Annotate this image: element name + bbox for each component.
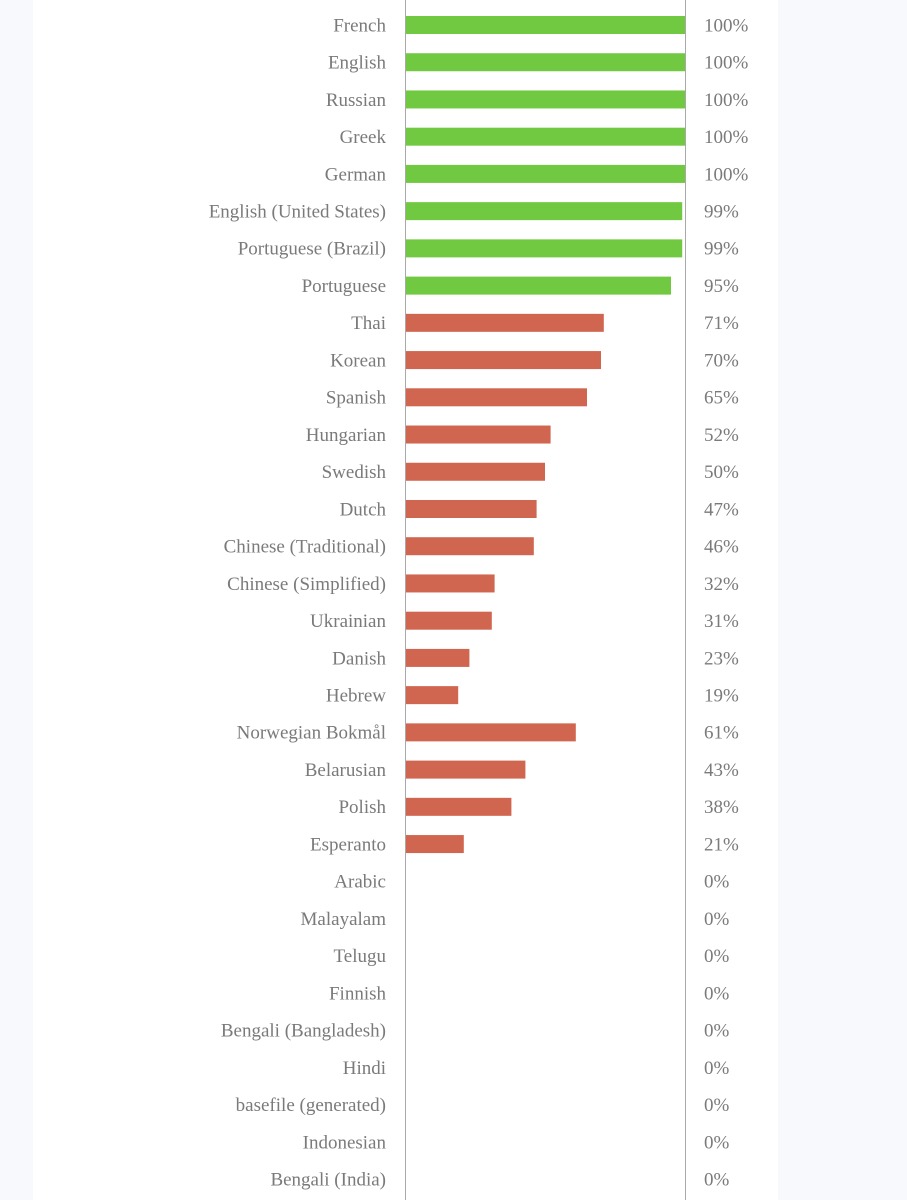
category-label: Greek	[340, 127, 387, 148]
value-label: 70%	[704, 350, 739, 371]
bar	[405, 202, 683, 221]
value-label: 0%	[704, 872, 730, 893]
value-label: 0%	[704, 1095, 730, 1116]
value-label: 0%	[704, 946, 730, 967]
bar	[405, 835, 464, 854]
bar	[405, 537, 534, 556]
category-label: Belarusian	[305, 760, 387, 781]
value-label: 95%	[704, 276, 739, 297]
value-label: 0%	[704, 1021, 730, 1042]
chart-canvas: French English Russian Greek German English (…	[33, 0, 778, 1200]
category-label: Hungarian	[306, 425, 387, 446]
value-label: 19%	[704, 685, 739, 706]
category-label: Indonesian	[303, 1132, 387, 1153]
bar	[405, 53, 685, 72]
bar	[405, 797, 512, 816]
bar	[405, 499, 537, 518]
value-label: 100%	[704, 53, 749, 74]
bar	[405, 723, 576, 742]
category-label: Hebrew	[326, 685, 386, 706]
value-label: 71%	[704, 313, 739, 334]
category-label: Arabic	[334, 872, 386, 893]
category-label: Portuguese (Brazil)	[238, 239, 386, 260]
category-label: Telugu	[334, 946, 387, 967]
category-label: Hindi	[343, 1058, 386, 1079]
category-label: German	[325, 164, 387, 185]
value-label: 65%	[704, 388, 739, 409]
category-label: Esperanto	[310, 834, 386, 855]
category-label: Finnish	[329, 983, 387, 1004]
bar	[405, 611, 492, 630]
category-label: Norwegian Bokmål	[237, 723, 386, 744]
value-label: 61%	[704, 723, 739, 744]
value-label: 100%	[704, 164, 749, 185]
category-label: Polish	[338, 797, 386, 818]
bar	[405, 351, 601, 370]
value-labels-group: 100% 100% 100% 100% 100% 99% 99% 95% 71% 70% 65% 52…	[704, 15, 749, 1190]
category-label: French	[333, 15, 386, 36]
bar	[405, 239, 683, 258]
category-label: Danish	[332, 648, 386, 669]
category-label: Korean	[330, 350, 386, 371]
value-label: 0%	[704, 909, 730, 930]
category-label: Bengali (India)	[270, 1169, 386, 1190]
bar	[405, 686, 459, 705]
value-label: 99%	[704, 202, 739, 223]
value-label: 47%	[704, 499, 739, 520]
value-label: 23%	[704, 648, 739, 669]
value-label: 100%	[704, 15, 749, 36]
value-label: 21%	[704, 834, 739, 855]
value-label: 0%	[704, 1169, 730, 1190]
value-label: 99%	[704, 239, 739, 260]
value-label: 52%	[704, 425, 739, 446]
category-label: English (United States)	[209, 202, 386, 223]
bars-group	[405, 16, 685, 854]
category-label: Russian	[326, 90, 387, 111]
bar	[405, 425, 551, 444]
bar	[405, 388, 587, 407]
bar	[405, 648, 470, 667]
translation-progress-chart: French English Russian Greek German English (…	[209, 0, 749, 1200]
bar	[405, 90, 685, 109]
category-label: Portuguese	[302, 276, 386, 297]
value-label: 0%	[704, 1132, 730, 1153]
category-label: Swedish	[322, 462, 387, 483]
category-label: Chinese (Traditional)	[224, 537, 386, 558]
category-label: Chinese (Simplified)	[227, 574, 386, 595]
category-label: Ukrainian	[310, 611, 386, 632]
value-label: 100%	[704, 90, 749, 111]
category-labels-group: French English Russian Greek German English (…	[209, 15, 387, 1190]
category-label: English	[328, 53, 387, 74]
value-label: 46%	[704, 537, 739, 558]
category-label: Spanish	[326, 388, 387, 409]
bar	[405, 574, 495, 593]
bar	[405, 16, 685, 34]
value-label: 0%	[704, 983, 730, 1004]
value-label: 43%	[704, 760, 739, 781]
bar	[405, 276, 671, 295]
value-label: 100%	[704, 127, 749, 148]
bar	[405, 760, 526, 779]
value-label: 50%	[704, 462, 739, 483]
value-label: 0%	[704, 1058, 730, 1079]
category-label: Dutch	[340, 499, 387, 520]
bar	[405, 462, 545, 481]
bar	[405, 164, 685, 183]
bar	[405, 313, 604, 332]
value-label: 31%	[704, 611, 739, 632]
value-label: 38%	[704, 797, 739, 818]
category-label: basefile (generated)	[236, 1095, 386, 1116]
category-label: Bengali (Bangladesh)	[221, 1021, 386, 1042]
value-label: 32%	[704, 574, 739, 595]
category-label: Malayalam	[301, 909, 387, 930]
bar	[405, 127, 685, 146]
category-label: Thai	[351, 313, 386, 334]
